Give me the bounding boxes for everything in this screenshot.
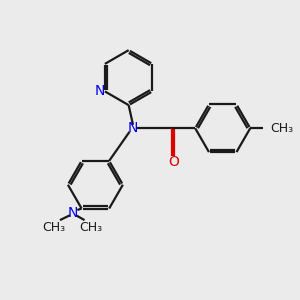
Text: N: N [68, 206, 78, 220]
Text: O: O [168, 155, 179, 169]
Text: N: N [94, 84, 105, 98]
Text: CH₃: CH₃ [79, 221, 102, 234]
Text: CH₃: CH₃ [271, 122, 294, 135]
Text: CH₃: CH₃ [43, 221, 66, 234]
Text: N: N [128, 121, 138, 135]
